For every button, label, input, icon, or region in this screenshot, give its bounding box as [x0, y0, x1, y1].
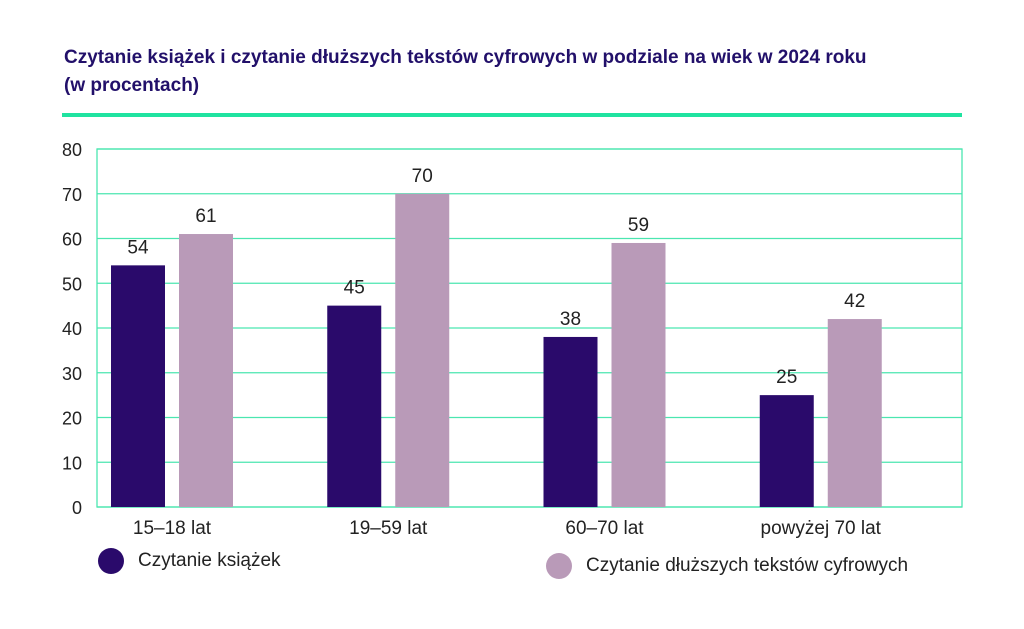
y-tick-label: 60 [62, 230, 82, 250]
y-tick-label: 50 [62, 274, 82, 294]
bar-digital [179, 234, 233, 507]
y-tick-label: 0 [72, 498, 82, 518]
bar-digital [395, 193, 450, 507]
x-tick-label: powyżej 70 lat [761, 518, 882, 539]
bar-books [327, 305, 382, 507]
y-tick-label: 30 [62, 364, 82, 384]
legend-label-books: Czytanie książek [138, 550, 281, 571]
bar-books [759, 395, 814, 507]
legend-item-digital: Czytanie dłuższych tekstów cyfrowych [546, 553, 908, 579]
data-label: 54 [127, 237, 149, 258]
legend-swatch-digital [546, 553, 572, 579]
x-tick-label: 15–18 lat [133, 518, 212, 539]
data-label: 59 [628, 215, 649, 236]
legend-item-books: Czytanie książek [98, 548, 281, 574]
x-tick-label: 19–59 lat [349, 518, 428, 539]
data-label: 25 [776, 367, 797, 388]
title-divider [62, 113, 962, 117]
data-label: 61 [195, 206, 216, 227]
bar-digital [827, 319, 882, 507]
data-label: 45 [344, 278, 365, 299]
y-tick-label: 10 [62, 453, 82, 473]
data-label: 38 [560, 309, 581, 330]
data-label: 42 [844, 291, 865, 312]
y-tick-label: 70 [62, 185, 82, 205]
chart-subtitle: (w procentach) [64, 75, 200, 96]
chart-title-text: Czytanie książek i czytanie dłuższych te… [64, 47, 867, 68]
bar-books [543, 336, 598, 507]
legend-label-digital: Czytanie dłuższych tekstów cyfrowych [586, 555, 909, 576]
legend-swatch-books [98, 548, 124, 574]
plot-frame [96, 148, 963, 508]
data-label: 70 [412, 166, 433, 187]
x-tick-label: 60–70 lat [565, 518, 644, 539]
y-tick-label: 40 [62, 319, 82, 339]
y-tick-label: 80 [62, 140, 82, 160]
bar-digital [611, 242, 666, 507]
chart-title: Czytanie książek i czytanie dłuższych te… [64, 44, 964, 100]
y-tick-label: 20 [62, 409, 82, 429]
bar-books [111, 265, 165, 507]
